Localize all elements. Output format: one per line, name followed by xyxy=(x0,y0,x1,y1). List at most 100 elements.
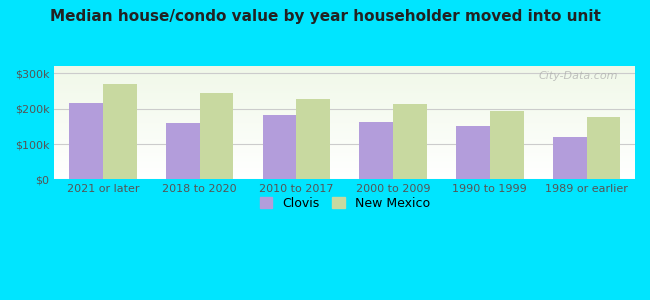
Bar xyxy=(55,174,635,175)
Bar xyxy=(55,132,635,133)
Bar xyxy=(69,103,103,179)
Bar xyxy=(55,108,635,109)
Bar xyxy=(55,146,635,147)
Bar xyxy=(55,170,635,172)
Bar xyxy=(55,160,635,161)
Bar xyxy=(55,68,635,69)
Bar xyxy=(55,116,635,117)
Bar xyxy=(55,67,635,68)
Bar xyxy=(55,107,635,108)
Bar xyxy=(55,69,635,70)
Bar xyxy=(55,153,635,154)
Bar xyxy=(55,123,635,124)
Bar xyxy=(55,118,635,119)
Bar xyxy=(55,152,635,153)
Bar xyxy=(55,119,635,121)
Bar xyxy=(55,82,635,83)
Bar xyxy=(55,83,635,84)
Bar xyxy=(55,141,635,142)
Bar xyxy=(55,100,635,101)
Bar xyxy=(55,151,635,152)
Bar xyxy=(55,97,635,98)
Bar xyxy=(55,166,635,167)
Bar xyxy=(55,73,635,74)
Text: Median house/condo value by year householder moved into unit: Median house/condo value by year househo… xyxy=(49,9,601,24)
Bar xyxy=(55,144,635,145)
Bar xyxy=(55,177,635,178)
Bar xyxy=(55,168,635,169)
Bar xyxy=(456,126,490,179)
Bar xyxy=(55,105,635,106)
Bar xyxy=(55,157,635,158)
Bar xyxy=(55,148,635,149)
Bar xyxy=(55,147,635,148)
Bar xyxy=(55,92,635,93)
Bar xyxy=(55,106,635,107)
Bar xyxy=(55,139,635,140)
Bar xyxy=(55,89,635,90)
Bar xyxy=(55,149,635,150)
Bar xyxy=(552,137,586,179)
Bar xyxy=(55,154,635,156)
Bar xyxy=(55,72,635,73)
Bar xyxy=(55,101,635,102)
Bar xyxy=(55,103,635,105)
Bar xyxy=(55,112,635,114)
Bar xyxy=(490,111,524,179)
Bar xyxy=(55,127,635,128)
Bar xyxy=(55,178,635,179)
Bar xyxy=(55,133,635,134)
Bar xyxy=(55,134,635,135)
Bar xyxy=(55,77,635,79)
Bar xyxy=(55,88,635,89)
Bar xyxy=(55,90,635,91)
Bar xyxy=(55,156,635,157)
Bar xyxy=(166,123,200,179)
Bar xyxy=(55,81,635,82)
Bar xyxy=(55,66,635,67)
Bar xyxy=(55,158,635,159)
Bar xyxy=(55,109,635,110)
Bar xyxy=(55,85,635,86)
Bar xyxy=(55,121,635,122)
Bar xyxy=(55,172,635,173)
Bar xyxy=(55,162,635,164)
Bar xyxy=(55,164,635,165)
Bar xyxy=(55,159,635,160)
Bar xyxy=(55,74,635,75)
Bar xyxy=(55,95,635,97)
Bar xyxy=(55,126,635,127)
Bar xyxy=(55,130,635,131)
Bar xyxy=(55,150,635,151)
Bar xyxy=(359,122,393,179)
Bar xyxy=(586,117,621,179)
Bar xyxy=(55,124,635,125)
Bar xyxy=(55,161,635,162)
Text: City-Data.com: City-Data.com xyxy=(538,70,617,80)
Bar xyxy=(393,104,427,179)
Bar xyxy=(55,102,635,104)
Bar xyxy=(55,125,635,126)
Bar xyxy=(55,136,635,137)
Bar xyxy=(55,99,635,100)
Bar xyxy=(296,99,330,179)
Bar xyxy=(55,111,635,112)
Bar xyxy=(55,79,635,80)
Bar xyxy=(55,91,635,92)
Bar xyxy=(55,167,635,168)
Bar xyxy=(55,75,635,76)
Bar xyxy=(55,70,635,72)
Bar xyxy=(55,80,635,81)
Bar xyxy=(55,173,635,174)
Bar xyxy=(55,143,635,144)
Bar xyxy=(103,84,136,179)
Legend: Clovis, New Mexico: Clovis, New Mexico xyxy=(254,191,436,216)
Bar xyxy=(55,98,635,99)
Bar xyxy=(55,137,635,139)
Bar xyxy=(55,140,635,141)
Bar xyxy=(55,122,635,123)
Bar xyxy=(200,93,233,179)
Bar xyxy=(55,84,635,85)
Bar xyxy=(55,117,635,118)
Bar xyxy=(55,110,635,111)
